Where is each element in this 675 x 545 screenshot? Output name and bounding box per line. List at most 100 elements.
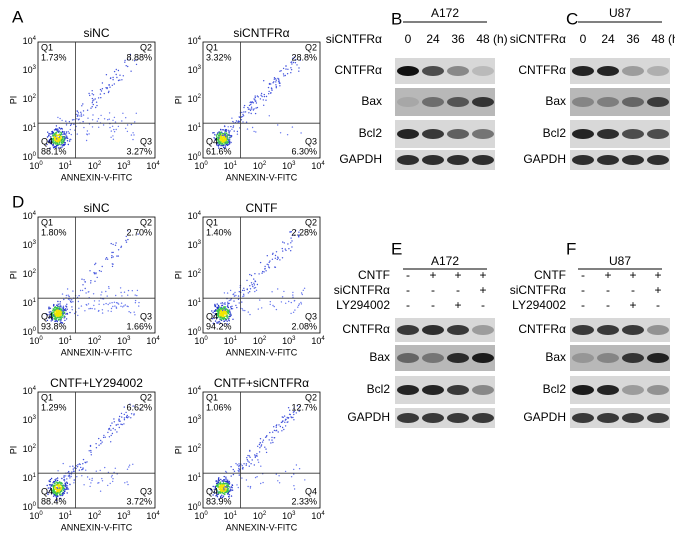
- cell-dot: [254, 112, 257, 115]
- cell-dot: [213, 317, 215, 319]
- cell-dot: [47, 492, 49, 494]
- cell-dot: [214, 134, 216, 136]
- cell-dot: [221, 484, 223, 486]
- cell-dot: [113, 131, 116, 133]
- cell-dot: [270, 442, 272, 444]
- cell-dot: [214, 303, 216, 306]
- y-tick-label: 101: [23, 123, 37, 134]
- cell-dot: [220, 140, 222, 142]
- cell-dot: [285, 302, 287, 304]
- cell-dot: [121, 295, 123, 297]
- x-tick-label: 103: [282, 161, 296, 172]
- blot-band: [622, 413, 644, 423]
- x-tick-label: 102: [88, 336, 102, 347]
- cell-dot: [254, 476, 257, 479]
- cell-dot: [293, 419, 295, 421]
- tick-base: 10: [224, 336, 234, 346]
- cell-dot: [60, 127, 63, 130]
- cell-dot: [66, 140, 69, 142]
- cell-dot: [237, 120, 240, 122]
- tick-exponent: 3: [292, 511, 296, 517]
- tick-base: 10: [194, 336, 204, 346]
- tick-exponent: 0: [39, 161, 43, 167]
- cell-dot: [230, 136, 232, 138]
- cell-dot: [245, 464, 247, 466]
- quadrant-percent: 2.33%: [291, 496, 317, 506]
- cell-dot: [51, 491, 53, 494]
- cell-dot: [221, 483, 224, 485]
- cell-dot: [123, 419, 126, 421]
- cell-dot: [221, 494, 223, 496]
- cell-dot: [54, 314, 56, 316]
- cell-dot: [64, 308, 67, 310]
- cell-dot: [258, 451, 261, 453]
- cell-dot: [279, 82, 281, 84]
- cell-dot: [233, 130, 235, 132]
- cell-dot: [77, 300, 80, 303]
- cell-dot: [250, 103, 252, 106]
- cell-dot: [88, 291, 90, 293]
- cell-dot: [215, 484, 218, 487]
- cell-dot: [250, 274, 253, 277]
- cell-dot: [260, 444, 263, 446]
- cell-dot: [110, 434, 112, 437]
- treatment-sign: +: [479, 268, 486, 282]
- cell-dot: [254, 95, 256, 97]
- cell-dot: [111, 125, 114, 128]
- cell-dot: [300, 132, 302, 134]
- tick-exponent: 2: [263, 511, 267, 517]
- cell-dot: [82, 467, 84, 469]
- cell-dot: [49, 484, 51, 486]
- blot-band: [397, 353, 419, 363]
- cell-dot: [292, 57, 294, 59]
- treatment-sign: +: [454, 268, 461, 282]
- treatment-sign: -: [406, 283, 410, 297]
- tick-exponent: 0: [33, 502, 37, 508]
- cell-dot: [253, 464, 255, 466]
- cell-dot: [133, 311, 135, 313]
- cell-dot: [112, 263, 114, 265]
- cell-dot: [114, 121, 117, 123]
- cell-dot: [218, 479, 220, 481]
- blot-band: [422, 325, 444, 335]
- cell-dot: [111, 432, 114, 435]
- blot-band: [597, 385, 619, 395]
- cell-dot: [91, 126, 94, 128]
- cell-dot: [61, 482, 63, 485]
- cell-dot: [264, 446, 266, 448]
- cell-dot: [133, 60, 136, 62]
- cell-dot: [56, 493, 58, 495]
- quadrant-percent: 1.29%: [41, 402, 67, 412]
- cell-dot: [227, 303, 229, 305]
- cell-dot: [60, 137, 62, 140]
- cell-dot: [124, 59, 126, 62]
- cell-dot: [66, 135, 68, 137]
- cell-dot: [259, 299, 261, 301]
- cell-dot: [226, 482, 228, 485]
- cell-dot: [83, 126, 85, 129]
- cell-dot: [63, 492, 65, 495]
- cell-dot: [101, 441, 103, 443]
- cell-dot: [138, 301, 140, 304]
- cell-dot: [235, 120, 238, 122]
- treatment-sign: -: [656, 298, 660, 312]
- cell-dot: [228, 143, 230, 145]
- cell-dot: [276, 258, 278, 261]
- cell-dot: [259, 438, 262, 440]
- cell-dot: [92, 114, 94, 116]
- cell-dot: [57, 137, 60, 139]
- cell-dot: [47, 314, 49, 316]
- cell-dot: [214, 313, 217, 316]
- cell-dot: [59, 489, 62, 491]
- cell-dot: [267, 264, 270, 266]
- tick-exponent: 2: [263, 161, 267, 167]
- cell-dot: [227, 129, 229, 131]
- y-axis-label: PI: [8, 271, 18, 280]
- cell-dot: [101, 477, 103, 480]
- cell-dot: [299, 405, 301, 408]
- cell-dot: [216, 317, 218, 319]
- cell-dot: [94, 98, 96, 100]
- y-tick-label: 104: [188, 36, 202, 47]
- cell-dot: [298, 67, 300, 69]
- cell-line: U87: [609, 254, 631, 268]
